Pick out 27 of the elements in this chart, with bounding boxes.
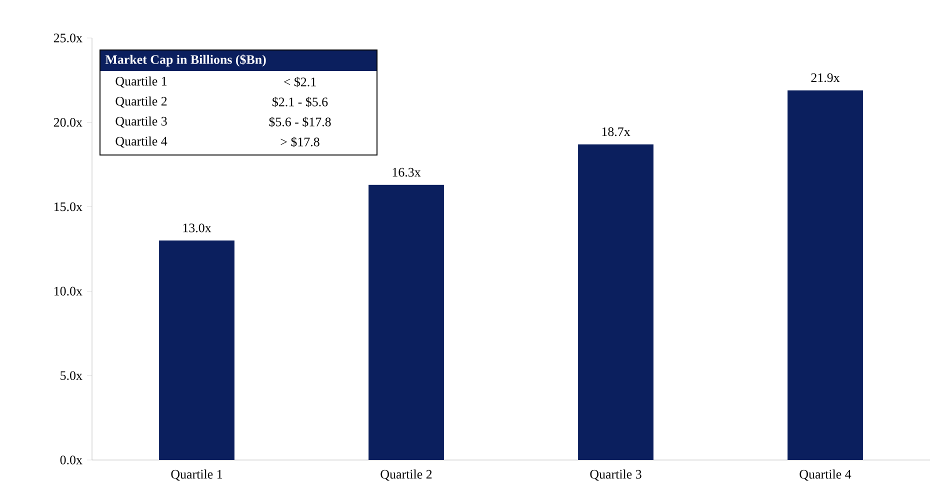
y-tick-label: 10.0x: [54, 286, 82, 296]
y-tick-label: 0.0x: [60, 456, 82, 464]
bar: [788, 90, 863, 460]
y-tick-label: 15.0x: [54, 202, 82, 212]
bar: [578, 144, 654, 460]
x-tick-label: Quartile 2: [380, 470, 432, 481]
annotation: Quartile 4: [116, 136, 168, 148]
y-tick-label: 25.0x: [54, 34, 82, 42]
annotation: Market Cap in Billions ($Bn): [105, 54, 266, 67]
x-tick-label: Quartile 1: [171, 470, 222, 481]
y-tick-label: 20.0x: [54, 118, 82, 127]
annotation: $5.6 - $17.8: [269, 116, 331, 128]
x-tick-label: Quartile 3: [590, 470, 642, 481]
annotation: Quartile 3: [116, 116, 167, 128]
data-label: 16.3x: [392, 168, 421, 177]
annotation: $2.1 - $5.6: [272, 96, 328, 108]
data-label: 18.7x: [602, 127, 630, 136]
annotation: Quartile 2: [116, 96, 167, 108]
bar: [368, 184, 444, 460]
annotation: Quartile 1: [116, 76, 167, 88]
annotation: > $17.8: [280, 136, 320, 148]
data-label: 21.9x: [811, 73, 840, 82]
annotation: < $2.1: [284, 76, 316, 88]
bar: [159, 240, 234, 460]
x-tick-label: Quartile 4: [800, 470, 852, 481]
data-label: 13.0x: [183, 224, 212, 232]
y-tick-label: 5.0x: [60, 371, 82, 380]
